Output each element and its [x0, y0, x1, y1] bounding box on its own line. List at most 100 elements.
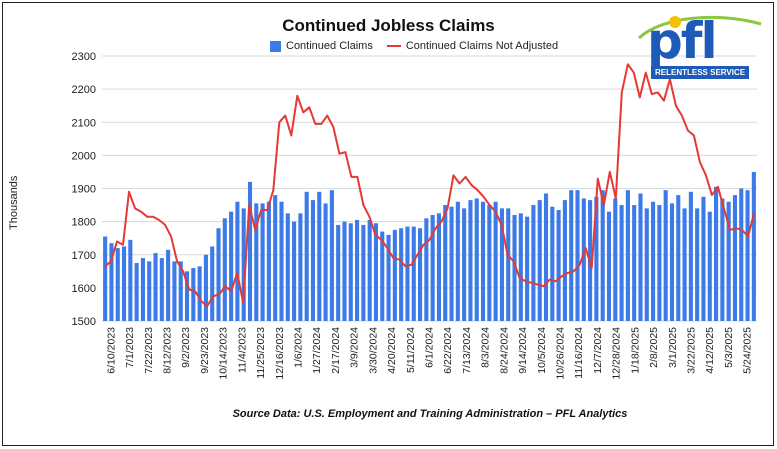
bar — [367, 219, 372, 321]
bar — [418, 228, 423, 321]
x-tick-label: 4/20/2024 — [386, 327, 398, 374]
y-tick-label: 1500 — [72, 316, 96, 328]
x-tick-label: 11/25/2023 — [255, 327, 267, 379]
bar — [619, 205, 624, 321]
x-tick-label: 5/11/2024 — [405, 327, 417, 373]
bar — [644, 208, 649, 321]
bar — [348, 223, 353, 321]
x-tick-label: 10/5/2024 — [536, 327, 548, 374]
bar — [543, 193, 549, 321]
bar — [606, 211, 612, 321]
bar — [373, 223, 379, 321]
x-tick-label: 8/12/2023 — [162, 327, 174, 374]
chart-title: Continued Jobless Claims — [282, 16, 495, 35]
bar — [518, 213, 523, 321]
bar — [115, 248, 120, 321]
bar — [399, 228, 404, 321]
y-tick-label: 2000 — [72, 150, 96, 162]
x-tick-label: 1/6/2024 — [293, 327, 305, 368]
bar — [594, 196, 599, 321]
bar — [121, 246, 127, 321]
bar — [436, 213, 441, 321]
x-tick-label: 3/1/2025 — [667, 327, 679, 368]
legend-swatch-bar — [270, 40, 281, 52]
bar — [361, 224, 366, 321]
x-tick-label: 12/7/2024 — [592, 327, 604, 374]
bar — [304, 191, 309, 321]
bar — [405, 226, 410, 321]
x-tick-label: 5/3/2025 — [723, 327, 735, 368]
bar — [172, 261, 177, 321]
bar — [613, 198, 618, 321]
bar — [638, 193, 643, 321]
y-tick-label: 1900 — [72, 184, 96, 196]
x-tick-label: 8/3/2024 — [480, 327, 492, 368]
x-tick-label: 9/23/2023 — [199, 327, 211, 374]
legend-swatch-line — [386, 45, 401, 47]
x-tick-label: 8/24/2024 — [498, 327, 510, 374]
bar — [273, 195, 278, 321]
bar — [462, 208, 467, 321]
bar — [487, 205, 492, 321]
x-tick-label: 6/10/2023 — [105, 327, 117, 374]
bar — [714, 186, 719, 321]
line-series — [104, 63, 755, 308]
y-tick-labels: 1500 1600 1700 1800 1900 2000 2100 2200 2300 — [72, 51, 96, 328]
bar — [625, 190, 630, 321]
bar — [147, 261, 152, 321]
legend-item-bars: Continued Claims — [270, 40, 373, 52]
bar — [128, 239, 133, 321]
legend-label-line: Continued Claims Not Adjusted — [405, 40, 559, 52]
y-tick-label: 2100 — [72, 117, 96, 129]
bar — [260, 203, 265, 321]
bar — [726, 201, 731, 321]
legend-label-bars: Continued Claims — [286, 40, 373, 52]
bar — [178, 261, 183, 321]
bar — [153, 253, 158, 321]
bar — [732, 195, 738, 321]
y-tick-label: 1600 — [72, 283, 96, 295]
bar — [184, 271, 190, 321]
bar — [657, 205, 662, 321]
bar — [600, 190, 605, 321]
x-tick-label: 10/14/2023 — [218, 327, 230, 380]
bar — [663, 190, 668, 321]
bar — [197, 266, 202, 321]
bar — [166, 249, 171, 321]
x-tick-label: 1/27/2024 — [311, 327, 323, 374]
x-tick-label: 11/16/2024 — [573, 327, 585, 379]
bar — [480, 201, 486, 321]
bar — [235, 201, 240, 321]
x-tick-labels: 6/10/2023 7/1/2023 7/22/2023 8/12/2023 9/2/2… — [105, 327, 753, 380]
bar — [254, 203, 259, 321]
bar — [751, 171, 756, 321]
bar — [140, 258, 145, 321]
chart-legend: Continued Claims Continued Claims Not Ad… — [270, 40, 558, 52]
x-tick-label: 6/22/2024 — [442, 327, 454, 374]
bar — [317, 191, 322, 321]
bar — [688, 191, 693, 321]
logo-tagline: RELENTLESS SERVICE — [651, 66, 750, 79]
x-tick-label: 7/1/2023 — [124, 327, 136, 368]
bar — [512, 215, 517, 321]
bar — [682, 208, 687, 321]
x-tick-label: 11/4/2023 — [236, 327, 248, 373]
y-tick-label: 1800 — [72, 217, 96, 229]
bar — [411, 226, 416, 321]
x-tick-label: 9/2/2023 — [180, 327, 192, 368]
bar — [392, 229, 397, 321]
bar — [739, 188, 744, 321]
bar — [329, 190, 334, 321]
bar — [216, 228, 221, 321]
bar — [493, 201, 498, 321]
bar — [455, 201, 460, 321]
bar — [342, 221, 347, 321]
logo-text: pfl — [647, 12, 718, 70]
x-tick-label: 10/26/2024 — [555, 327, 567, 380]
bar — [430, 215, 435, 321]
bar — [103, 236, 108, 321]
bar — [575, 190, 580, 321]
bar — [229, 211, 234, 321]
bar — [443, 205, 448, 321]
x-tick-label: 2/8/2025 — [648, 327, 660, 368]
